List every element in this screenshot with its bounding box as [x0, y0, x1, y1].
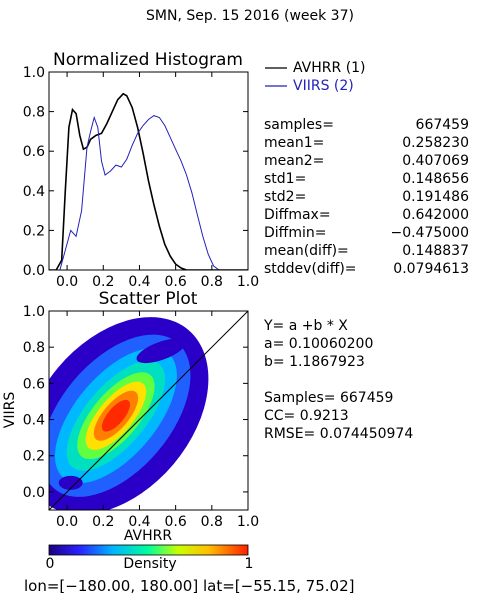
scatter-stat-line: Samples= 667459	[264, 390, 393, 406]
one-to-one-line	[49, 311, 248, 510]
hist-stat-label: mean1=	[264, 135, 324, 151]
hist-stat-value: 0.148837	[402, 243, 469, 259]
scatter-stat-line: Y= a +b * X	[263, 318, 348, 334]
scatter-xtick-label: 0.0	[56, 514, 78, 530]
histogram-title: Normalized Histogram	[53, 50, 243, 70]
hist-ytick-label: 0.0	[23, 263, 45, 279]
scatter-ytick-label: 1.0	[23, 304, 45, 320]
scatter-ytick-label: 0.0	[23, 485, 45, 501]
legend-avhrr-label: AVHRR (1)	[293, 60, 366, 76]
histogram-axes: 0.0 0.2 0.4 0.6 0.8 1.0 0.0 0.2 0.4 0.6 0.8 1.0	[23, 65, 259, 290]
scatter-ylabel: VIIRS	[2, 392, 18, 429]
hist-ytick-label: 0.8	[23, 105, 45, 121]
scatter-stat-line: RMSE= 0.074450974	[264, 426, 413, 442]
scatter-stat-line: a= 0.10060200	[264, 336, 373, 352]
hist-stat-value: −0.475000	[390, 225, 469, 241]
scatter-stat-line: CC= 0.9213	[264, 408, 349, 424]
scatter-xtick-label: 0.2	[92, 514, 114, 530]
hist-stat-value: 667459	[416, 117, 469, 133]
footer-lonlat: lon=[−180.00, 180.00] lat=[−55.15, 75.02…	[24, 577, 354, 595]
density-colorbar	[48, 544, 249, 556]
scatter-xtick-label: 0.6	[165, 514, 187, 530]
histogram-series-group	[49, 92, 248, 270]
hist-stat-value: 0.642000	[402, 207, 469, 223]
hist-stat-label: samples=	[264, 117, 334, 133]
colorbar-min-label: 0	[46, 556, 55, 572]
histogram-series-viirs-line	[49, 115, 248, 270]
hist-stat-label: stddev(diff)=	[264, 261, 357, 277]
scatter-ytick-label: 0.2	[23, 449, 45, 465]
hist-stat-value: 0.148656	[402, 171, 469, 187]
scatter-axes: 0.0 0.2 0.4 0.6 0.8 1.0 0.0 0.2 0.4 0.6 0.8 1.0	[23, 304, 259, 530]
density-contour-7	[101, 399, 131, 432]
histogram-stats: samples= 667459 mean1= 0.258230 mean2= 0.4070…	[264, 117, 469, 277]
scatter-xtick-label: 0.8	[201, 514, 223, 530]
hist-ytick-label: 0.4	[23, 184, 45, 200]
hist-xtick-label: 0.2	[92, 274, 114, 290]
histogram-series-avhrr-line	[49, 92, 248, 270]
scatter-stat-line: b= 1.1867923	[264, 354, 365, 370]
legend-viirs-label: VIIRS (2)	[293, 78, 354, 94]
hist-ytick-label: 1.0	[23, 65, 45, 81]
density-cap	[136, 338, 186, 364]
hist-stat-value: 0.191486	[402, 189, 469, 205]
density-tail	[58, 475, 83, 490]
scatter-xtick-label: 0.4	[128, 514, 150, 530]
scatter-frame	[48, 310, 249, 511]
scatter-xlabel: AVHRR	[124, 528, 173, 544]
hist-xtick-label: 1.0	[237, 274, 259, 290]
hist-ytick-label: 0.6	[23, 144, 45, 160]
hist-stat-value: 0.258230	[402, 135, 469, 151]
hist-stat-label: mean(diff)=	[264, 243, 349, 259]
hist-stat-label: std1=	[264, 171, 306, 187]
hist-stat-value: 0.0794613	[393, 261, 469, 277]
hist-stat-label: Diffmax=	[264, 207, 331, 223]
scatter-title: Scatter Plot	[99, 289, 198, 309]
colorbar-max-label: 1	[245, 556, 254, 572]
hist-stat-value: 0.407069	[402, 153, 469, 169]
colorbar-label: Density	[123, 556, 176, 572]
histogram-frame	[48, 71, 249, 271]
scatter-stats: Y= a +b * X a= 0.10060200 b= 1.1867923 Samp…	[263, 318, 413, 442]
hist-stat-label: Diffmin=	[264, 225, 326, 241]
scatter-xtick-label: 1.0	[237, 514, 259, 530]
page-title: SMN, Sep. 15 2016 (week 37)	[146, 8, 354, 24]
scatter-ytick-label: 0.6	[23, 376, 45, 392]
hist-xtick-label: 0.4	[128, 274, 150, 290]
hist-ytick-label: 0.2	[23, 223, 45, 239]
scatter-density	[49, 311, 248, 510]
hist-xtick-label: 0.0	[56, 274, 78, 290]
hist-stat-label: mean2=	[264, 153, 324, 169]
scatter-ytick-label: 0.4	[23, 413, 45, 429]
scatter-ytick-label: 0.8	[23, 340, 45, 356]
hist-xtick-label: 0.8	[201, 274, 223, 290]
hist-xtick-label: 0.6	[165, 274, 187, 290]
hist-stat-label: std2=	[264, 189, 306, 205]
